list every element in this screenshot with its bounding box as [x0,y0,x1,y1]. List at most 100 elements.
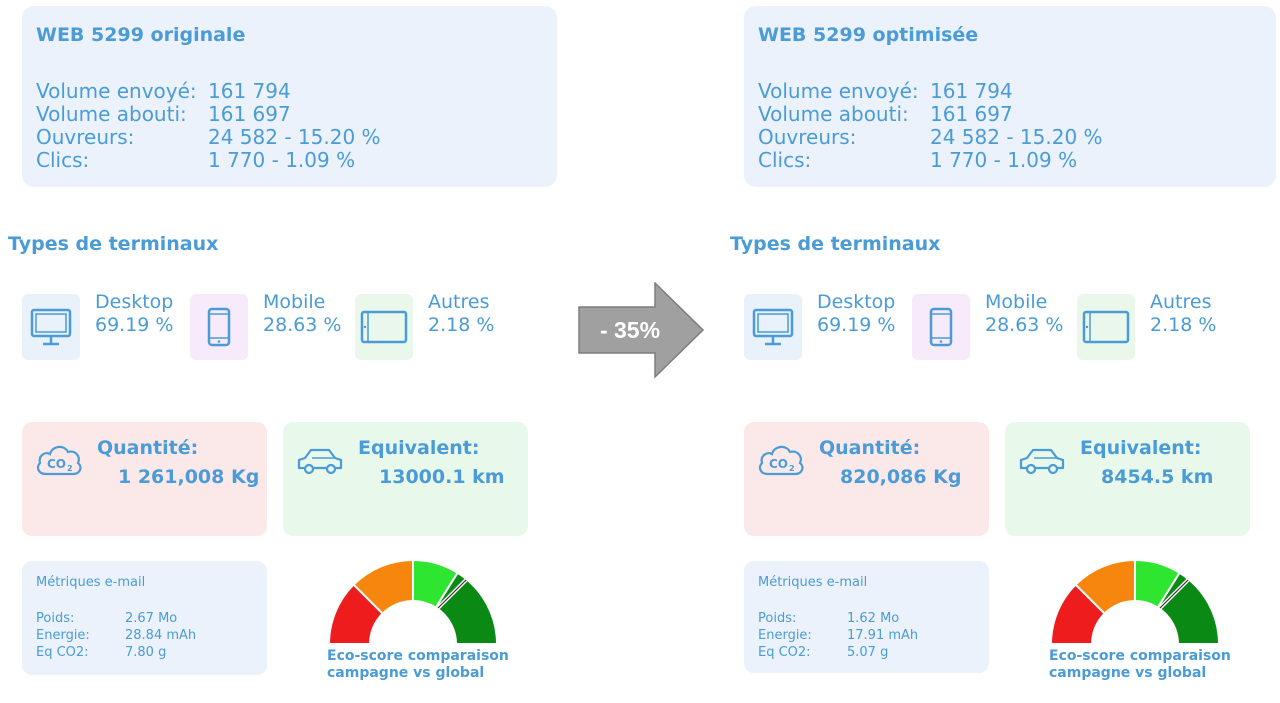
gauge-caption: Eco-score comparaison campagne vs global [1049,648,1249,682]
terminal-desktop: Desktop 69.19 % [95,291,174,337]
terminal-label: Autres [1150,291,1212,313]
terminal-mobile: Mobile 28.63 % [985,291,1064,337]
metrics-rows: Poids: 1.62 Mo Energie: 17.91 mAh Eq CO2… [758,610,918,661]
panel-optimized: WEB 5299 optimisée Volume envoyé: 161 79… [722,0,1280,703]
eco-score-gauge [327,558,499,645]
stats-list: Volume envoyé: 161 794 Volume abouti: 16… [758,80,1103,172]
campaign-title: WEB 5299 originale [36,24,246,46]
equivalent-value: 13000.1 km [379,466,505,488]
metric-row: Eq CO2: 7.80 g [36,644,196,661]
stat-value: 161 794 [930,79,1013,103]
campaign-title: WEB 5299 optimisée [758,24,979,46]
terminal-autres: Autres 2.18 % [428,291,494,337]
gauge-caption: Eco-score comparaison campagne vs global [327,648,527,682]
gauge-caption-line: Eco-score comparaison [1049,648,1231,664]
stat-label: Volume envoyé: [758,79,919,103]
desktop-icon [22,294,80,360]
metric-label: Energie: [758,628,812,643]
stat-value: 161 697 [208,102,291,126]
terminal-value: 28.63 % [263,314,342,336]
email-metrics-card: Métriques e-mail Poids: 2.67 Mo Energie:… [22,561,267,675]
gauge-segment-dark-green [1156,571,1221,645]
mobile-icon [190,294,248,360]
metric-row: Energie: 17.91 mAh [758,627,918,644]
terminal-value: 69.19 % [817,314,896,336]
metrics-title: Métriques e-mail [758,575,868,590]
metric-label: Poids: [36,611,75,626]
metric-value: 28.84 mAh [125,628,197,643]
stat-label: Clics: [758,148,812,172]
svg-text:2: 2 [789,464,795,473]
metric-value: 7.80 g [125,645,167,660]
terminals-title: Types de terminaux [8,233,219,255]
tablet-icon [1077,294,1135,360]
terminal-value: 69.19 % [95,314,174,336]
gauge-needle-core [1159,579,1189,609]
equivalent-card: Equivalent: 8454.5 km [1005,422,1250,536]
stat-row: Volume envoyé: 161 794 [36,80,381,103]
stat-value: 161 794 [208,79,291,103]
co2-value: 820,086 Kg [840,466,962,488]
car-icon [1017,440,1067,484]
terminal-desktop: Desktop 69.19 % [817,291,896,337]
co2-label: Quantité: [819,437,921,459]
gauge-segment-dark-green [434,571,499,645]
terminal-label: Desktop [95,291,174,313]
metrics-rows: Poids: 2.67 Mo Energie: 28.84 mAh Eq CO2… [36,610,196,661]
equivalent-label: Equivalent: [1080,437,1202,459]
metric-row: Eq CO2: 5.07 g [758,644,918,661]
eco-score-gauge [1049,558,1221,645]
reduction-label: - 35% [599,317,661,343]
desktop-icon [744,294,802,360]
terminal-label: Mobile [985,291,1048,313]
metric-label: Eq CO2: [758,645,811,660]
tablet-icon [355,294,413,360]
metric-row: Energie: 28.84 mAh [36,627,196,644]
co2-cloud-icon: CO 2 [756,440,806,484]
co2-cloud-icon: CO 2 [34,440,84,484]
terminal-mobile: Mobile 28.63 % [263,291,342,337]
metric-value: 1.62 Mo [847,611,900,626]
stat-value: 161 697 [930,102,1013,126]
stat-row: Volume abouti: 161 697 [758,103,1103,126]
gauge-needle-core [437,579,467,609]
stat-row: Ouvreurs: 24 582 - 15.20 % [36,126,381,149]
gauge-caption-line: Eco-score comparaison [327,648,509,664]
gauge-caption-line: campagne vs global [327,665,485,681]
stat-label: Clics: [36,148,90,172]
metric-label: Energie: [36,628,90,643]
metric-value: 17.91 mAh [847,628,919,643]
equivalent-value: 8454.5 km [1101,466,1214,488]
reduction-arrow-icon [578,282,705,379]
stat-label: Volume abouti: [758,102,909,126]
metric-row: Poids: 2.67 Mo [36,610,196,627]
svg-text:CO: CO [769,457,788,471]
panel-original: WEB 5299 originale Volume envoyé: 161 79… [0,0,560,703]
svg-text:2: 2 [67,464,73,473]
terminals-title: Types de terminaux [730,233,941,255]
metric-label: Poids: [758,611,797,626]
terminal-value: 2.18 % [1150,314,1217,336]
terminal-label: Autres [428,291,490,313]
co2-label: Quantité: [97,437,199,459]
terminal-value: 2.18 % [428,314,495,336]
stat-row: Ouvreurs: 24 582 - 15.20 % [758,126,1103,149]
equivalent-card: Equivalent: 13000.1 km [283,422,528,536]
metric-row: Poids: 1.62 Mo [758,610,918,627]
equivalent-label: Equivalent: [358,437,480,459]
co2-value: 1 261,008 Kg [118,466,260,488]
summary-card: WEB 5299 originale Volume envoyé: 161 79… [22,6,557,187]
stat-row: Volume abouti: 161 697 [36,103,381,126]
email-metrics-card: Métriques e-mail Poids: 1.62 Mo Energie:… [744,561,989,673]
terminal-value: 28.63 % [985,314,1064,336]
metrics-title: Métriques e-mail [36,575,146,590]
summary-card: WEB 5299 optimisée Volume envoyé: 161 79… [744,6,1276,187]
stat-value: 1 770 - 1.09 % [208,148,356,172]
terminal-label: Mobile [263,291,326,313]
stat-label: Ouvreurs: [36,125,135,149]
stat-value: 24 582 - 15.20 % [208,125,381,149]
svg-text:CO: CO [47,457,66,471]
stat-label: Ouvreurs: [758,125,857,149]
metric-value: 2.67 Mo [125,611,178,626]
stat-label: Volume envoyé: [36,79,197,103]
